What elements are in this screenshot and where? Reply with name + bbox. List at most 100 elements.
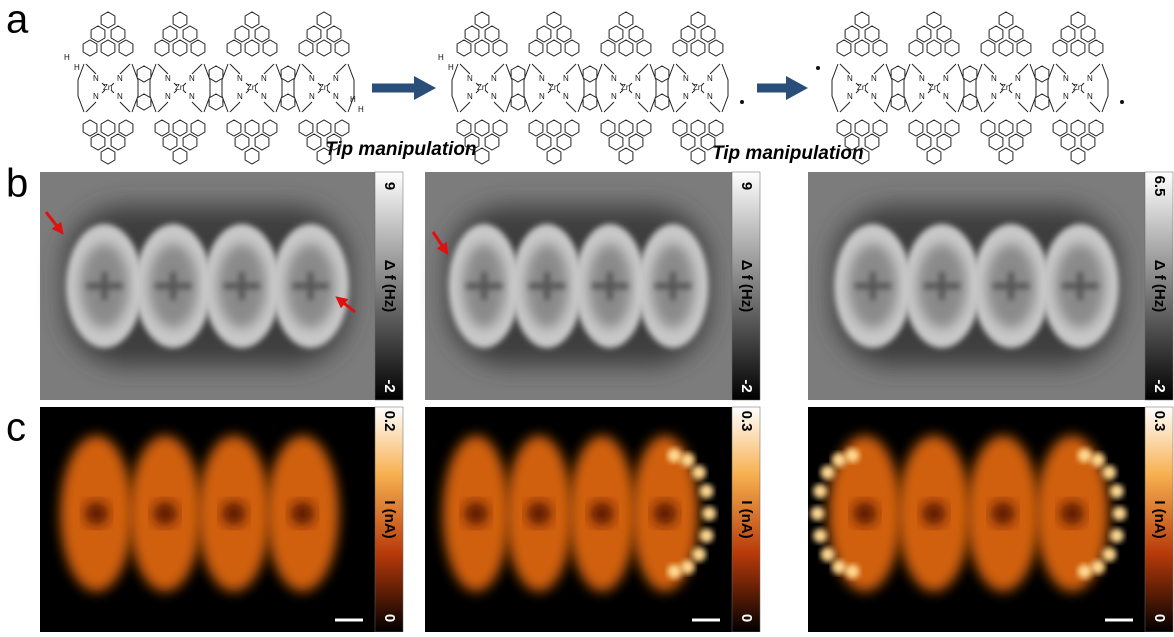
bright-spot [692,465,706,479]
colorbar-label: Δ f (Hz) [738,260,755,312]
bright-spot [1110,529,1124,543]
colorbar-label: Δ f (Hz) [1151,260,1168,312]
colorbar-label: Δ f (Hz) [381,260,398,312]
bright-spot [1102,548,1116,562]
atom-label: N [943,74,949,83]
image: 6.5Δ f (Hz)-2 [808,172,1173,400]
image: 9 Δ f (Hz) -2 [425,172,760,400]
colorbar-label: -2 [738,379,755,392]
atom-label: H [358,105,364,114]
bright-spot [1091,560,1105,574]
atom-label: N [1063,92,1069,101]
atom-label: N [563,92,569,101]
atom-label: N [847,74,853,83]
atom-label: N [707,92,713,101]
radical-dot [816,66,820,70]
atom-label: N [1063,74,1069,83]
atom-label: N [333,92,339,101]
radical-dot [740,100,744,104]
atom-label: N [1015,74,1021,83]
atom-label: N [189,74,195,83]
atom-label: N [491,92,497,101]
caption: Tip manipulation [325,139,477,160]
bright-spot [832,560,846,574]
molecule: ZnNNNNZnNNNNZnNNNNZnNNNNHHHH [64,12,364,164]
atom-label: N [847,92,853,101]
atom-label: N [683,74,689,83]
bright-spot [813,484,827,498]
panel-label: a [6,0,29,42]
colorbar-label: -2 [1151,379,1168,392]
colorbar-label: I (nA) [1151,500,1168,538]
panel-label: b [6,162,28,206]
bright-spot [832,453,846,467]
atom-label: H [74,63,80,72]
figure: a b c Tip manipulation Tip manipulation … [0,0,1174,632]
atom-label: N [919,92,925,101]
bright-spot [1102,465,1116,479]
atom-label: H [64,53,70,62]
atom-label: N [611,92,617,101]
colorbar-label: 9 [381,182,398,190]
colorbar-label: I (nA) [381,500,398,538]
panel-label: c [6,406,26,450]
atom-label: N [93,92,99,101]
bright-spot [1112,507,1126,521]
atom-label: N [991,92,997,101]
bright-spot [700,529,714,543]
atom-label: N [309,74,315,83]
bright-spot [813,529,827,543]
bright-spot [667,449,681,463]
atom-label: N [1087,92,1093,101]
colorbar-label: 9 [738,182,755,190]
lobe-core [153,502,177,526]
atom-label: H [448,63,454,72]
bright-spot [821,465,835,479]
lobe-core [527,502,551,526]
image: 0.3I (nA)0 [808,407,1173,632]
bright-spot [1110,484,1124,498]
lobe-core [991,502,1015,526]
atom-label: N [467,92,473,101]
lobe-core [922,502,946,526]
lobe-core [464,502,488,526]
atom-label: N [165,92,171,101]
lobe-core [590,502,614,526]
atom-label: N [261,92,267,101]
atom-label: N [117,92,123,101]
atom-label: N [635,92,641,101]
bright-spot [681,560,695,574]
lobe-core [84,502,108,526]
atom-label: N [707,74,713,83]
atom-label: N [871,74,877,83]
atom-label: N [309,92,315,101]
atom-label: N [919,74,925,83]
bright-spot [845,449,859,463]
atom-label: N [93,74,99,83]
lobe-core [222,502,246,526]
bright-spot [845,565,859,579]
atom-label: N [189,92,195,101]
bond-lines [452,12,728,164]
atom-label: N [333,74,339,83]
atom-label: N [165,74,171,83]
bright-spot [811,507,825,521]
image: 9Δ f (Hz)-2 [40,172,403,400]
atom-label: N [683,92,689,101]
atom-label: N [1087,74,1093,83]
bright-spot [667,565,681,579]
colorbar-label: 0 [381,614,398,622]
colorbar-label: 0.3 [738,411,755,432]
bright-spot [1078,449,1092,463]
bright-spot [702,507,716,521]
molecule: ZnNNNNZnNNNNZnNNNNZnNNNNHH [438,12,744,164]
arrow-head [414,76,436,100]
atom-label: H [438,53,444,62]
atom-label: N [1015,92,1021,101]
atom-label: N [635,74,641,83]
bright-spot [692,548,706,562]
lobe-core [853,502,877,526]
atom-label: N [237,92,243,101]
arrow-head [786,76,808,100]
